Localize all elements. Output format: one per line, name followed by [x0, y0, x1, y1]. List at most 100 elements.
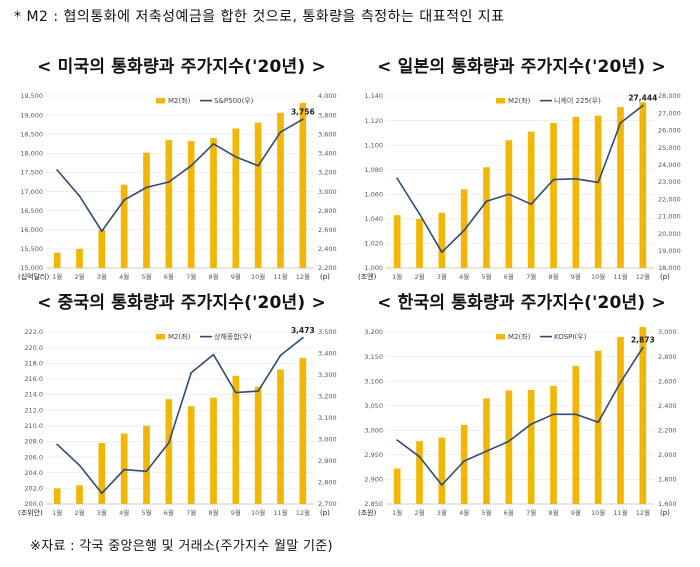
- us-index-point-10: [257, 164, 260, 167]
- japan-right-tick: 20,000: [658, 230, 681, 238]
- us-right-tick: 2,400: [318, 245, 337, 253]
- china-x-tick: 2월: [74, 508, 84, 517]
- korea-chart-plot: 2,850 2,900 2,950 3,000 3,050 3,100 3,150 3,200…: [358, 327, 677, 517]
- china-bar-8: [210, 397, 217, 504]
- japan-right-tick: 26,000: [658, 127, 681, 135]
- china-right-tick: 2,700: [318, 500, 337, 508]
- china-left-tick: 204.0: [24, 469, 43, 477]
- korea-index-point-11: [619, 381, 622, 384]
- china-x-tick: 1월: [52, 508, 62, 517]
- korea-left-tick: 3,100: [364, 377, 383, 385]
- japan-unit-left: (조엔): [358, 272, 377, 281]
- us-bar-11: [277, 112, 284, 268]
- japan-x-tick: 2월: [414, 272, 424, 281]
- china-x-tick: 4월: [119, 508, 129, 517]
- japan-left-tick: 1,040: [364, 215, 383, 223]
- china-bar-1: [53, 488, 61, 504]
- china-index-point-1: [56, 443, 59, 446]
- china-bar-11: [277, 369, 284, 504]
- japan-index-point-1: [396, 177, 399, 180]
- china-left-tick: 210.0: [24, 422, 43, 430]
- korea-x-tick: 10월: [591, 508, 605, 517]
- us-x-tick: 10월: [251, 272, 265, 281]
- japan-bar-1: [393, 215, 401, 268]
- us-x-tick: 9월: [231, 272, 241, 281]
- us-index-point-5: [145, 186, 148, 189]
- us-x-tick: 3월: [97, 272, 107, 281]
- japan-unit-x: (p): [660, 273, 670, 281]
- korea-index-point-12: [641, 346, 644, 349]
- china-bar-12: [299, 357, 307, 504]
- korea-right-tick: 2,400: [658, 402, 677, 410]
- china-bar-6: [165, 399, 173, 504]
- us-index-point-3: [100, 230, 103, 233]
- japan-x-tick: 8월: [548, 272, 558, 281]
- japan-bar-9: [572, 116, 580, 268]
- japan-right-tick: 19,000: [658, 247, 681, 255]
- korea-index-line: [396, 347, 644, 486]
- japan-right-tick: 22,000: [658, 195, 681, 203]
- china-unit-left: (조위안): [18, 508, 43, 517]
- china-left-tick: 200.0: [24, 500, 43, 508]
- us-bar-12: [299, 102, 307, 268]
- korea-legend-line-label: KOSPI(우): [554, 333, 587, 341]
- korea-x-tick: 6월: [504, 508, 514, 517]
- china-index-point-4: [123, 468, 126, 471]
- us-left-tick: 19,500: [20, 92, 43, 100]
- china-left-tick: 216.0: [24, 375, 43, 383]
- us-left-tick: 15,000: [20, 264, 43, 272]
- japan-right-tick: 23,000: [658, 178, 681, 186]
- japan-x-tick: 5월: [481, 272, 491, 281]
- us-bar-10: [254, 122, 262, 268]
- us-left-tick: 19,000: [20, 111, 43, 119]
- korea-bar-2: [416, 441, 423, 504]
- japan-right-tick: 28,000: [658, 92, 681, 100]
- japan-end-label: 27,444: [628, 94, 657, 103]
- us-x-tick: 4월: [119, 272, 129, 281]
- china-x-tick: 6월: [164, 508, 174, 517]
- china-left-tick: 206.0: [24, 453, 43, 461]
- korea-left-tick: 3,200: [364, 328, 383, 336]
- korea-right-tick: 2,200: [658, 426, 677, 434]
- korea-right-tick: 2,000: [658, 451, 677, 459]
- us-index-point-12: [301, 118, 304, 121]
- japan-legend-bar-label: M2(좌): [508, 96, 531, 105]
- china-index-line: [56, 337, 304, 495]
- us-index-point-4: [123, 199, 126, 201]
- japan-left-tick: 1,080: [364, 166, 383, 174]
- korea-x-tick: 7월: [526, 508, 536, 517]
- us-right-tick: 3,800: [318, 111, 337, 119]
- japan-left-tick: 1,060: [364, 190, 383, 198]
- china-right-tick: 3,200: [318, 393, 337, 401]
- korea-x-tick: 11월: [613, 508, 627, 517]
- korea-bar-11: [617, 336, 624, 504]
- source-note: ※자료 : 각국 중앙은행 및 거래소(주가지수 월말 기준): [30, 539, 333, 554]
- japan-index-point-5: [485, 200, 488, 203]
- us-index-point-1: [56, 169, 59, 171]
- japan-legend-line-label: 니케이 225(우): [554, 96, 601, 105]
- japan-chart-plot: 1,000 1,020 1,040 1,060 1,080 1,100 1,120 1,140…: [358, 92, 681, 281]
- china-index-point-5: [145, 470, 148, 473]
- korea-index-point-4: [463, 460, 466, 462]
- japan-x-tick: 3월: [437, 272, 447, 281]
- japan-right-tick: 27,000: [658, 109, 681, 117]
- us-bar-3: [98, 229, 106, 268]
- japan-x-tick: 9월: [571, 272, 581, 281]
- definition-note: * M2 : 협의통화에 저축성예금을 합한 것으로, 통화량을 측정하는 대표…: [14, 9, 505, 25]
- us-bar-8: [210, 138, 217, 268]
- korea-x-tick: 12월: [636, 508, 650, 517]
- korea-index-point-8: [552, 413, 555, 416]
- us-chart-plot: 15,000 15,500 16,000 16,500 17,000 17,500 18,0…: [18, 92, 337, 281]
- japan-right-tick: 24,000: [658, 161, 681, 169]
- korea-bar-9: [572, 365, 580, 504]
- china-bar-10: [254, 386, 262, 504]
- japan-bar-12: [639, 102, 647, 268]
- japan-bar-4: [460, 189, 468, 268]
- china-left-tick: 218.0: [24, 359, 43, 367]
- japan-x-tick: 11월: [613, 272, 627, 281]
- us-bar-5: [143, 152, 150, 268]
- us-bar-6: [165, 139, 173, 268]
- korea-unit-left: (조원): [358, 508, 377, 517]
- us-right-tick: 2,200: [318, 264, 337, 272]
- korea-x-tick: 5월: [481, 508, 491, 517]
